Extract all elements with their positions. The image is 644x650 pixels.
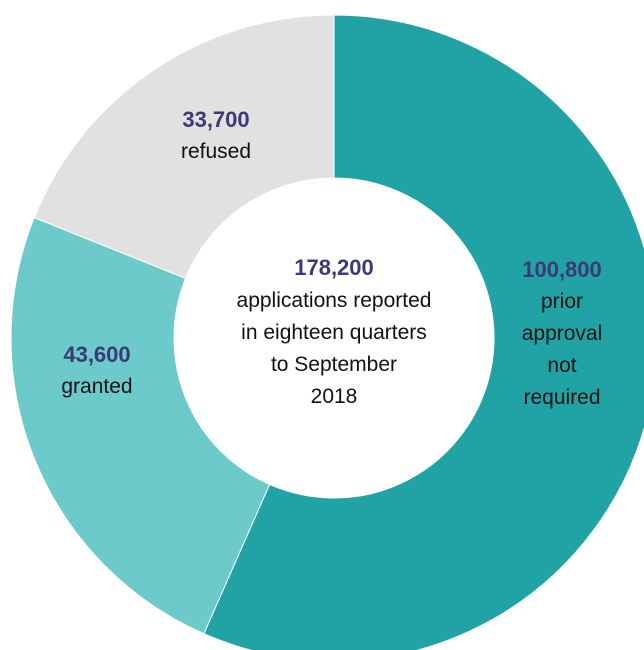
value-label: 100,800 <box>522 257 602 282</box>
value-label: 33,700 <box>182 107 250 132</box>
center-text: in eighteen quarters <box>241 321 427 344</box>
center-text: to September <box>270 353 398 376</box>
slice-label: prior <box>540 290 583 313</box>
slice-label: refused <box>180 140 252 163</box>
donut-slice <box>33 14 335 280</box>
slice-label: granted <box>61 375 133 398</box>
center-text: 2018 <box>310 385 358 408</box>
slice-label: required <box>523 386 601 409</box>
total-label: 178,200 <box>294 255 374 280</box>
donut-slice <box>203 14 644 650</box>
value-label: 43,600 <box>63 342 131 367</box>
donut-slice <box>10 216 271 635</box>
slice-label: approval <box>521 322 603 345</box>
center-text: applications reported <box>236 289 432 312</box>
slice-label: not <box>547 354 577 377</box>
